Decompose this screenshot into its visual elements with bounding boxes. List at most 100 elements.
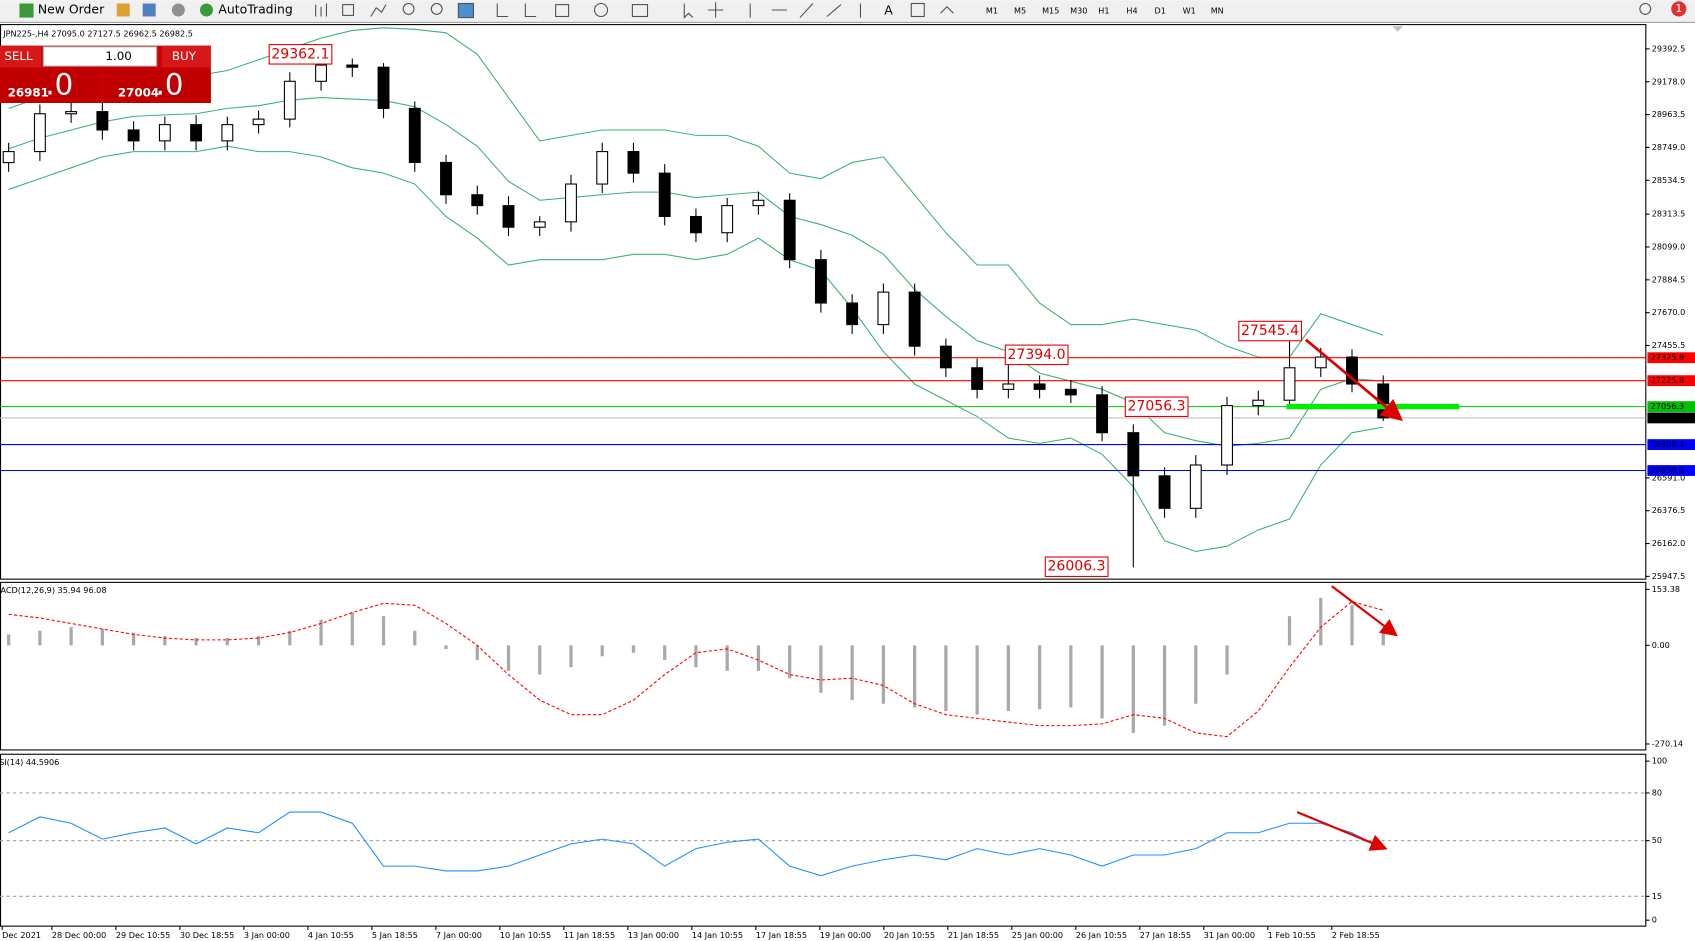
macd-histogram-bar — [631, 645, 636, 653]
macd-histogram-bar — [194, 638, 198, 646]
lot-input[interactable] — [42, 46, 158, 67]
macd-histogram-bar — [475, 645, 479, 660]
candle-body — [533, 221, 546, 228]
macd-histogram-bar — [350, 612, 354, 646]
toolbar-icon[interactable] — [142, 3, 156, 17]
search-icon[interactable] — [1639, 2, 1652, 15]
y-tick-label: 26376.5 — [1652, 505, 1685, 515]
annotation: 29362.1 — [271, 46, 329, 62]
sell-pips[interactable]: .0 — [45, 68, 73, 102]
period-icon[interactable] — [594, 2, 609, 18]
timeframe-button[interactable]: H4 — [1126, 6, 1137, 16]
macd-histogram-bar — [131, 632, 136, 646]
timeframe-button[interactable]: MN — [1211, 6, 1224, 16]
annotation: 27056.3 — [1127, 399, 1185, 415]
buy-pips[interactable]: .0 — [156, 68, 184, 102]
y-tick-label: 27884.5 — [1652, 274, 1685, 284]
line-tools-icon[interactable] — [749, 3, 814, 18]
annotation-box — [1044, 556, 1109, 577]
y-tick-label: 27670.0 — [1652, 307, 1685, 317]
auto-trading-button[interactable]: AutoTrading — [218, 1, 292, 16]
x-tick-label: 31 Jan 00:00 — [1204, 930, 1255, 940]
timeframe-button[interactable]: H1 — [1098, 6, 1109, 16]
timeframe-button[interactable]: M30 — [1070, 6, 1087, 16]
toolbar-icon[interactable] — [116, 3, 130, 17]
timeframe-button[interactable]: D1 — [1155, 6, 1166, 16]
zoom-out-icon[interactable] — [430, 2, 443, 15]
buy-button[interactable] — [162, 45, 211, 68]
timeframe-button[interactable]: M5 — [1014, 6, 1026, 16]
candle-body — [721, 205, 734, 234]
sell-price[interactable]: 26981 — [8, 86, 49, 100]
candle-body — [971, 367, 984, 390]
buy-price-box[interactable] — [103, 69, 211, 103]
text-tool[interactable]: A — [884, 3, 893, 18]
notification-count[interactable]: 1 — [1675, 2, 1682, 15]
sell-price-box[interactable] — [0, 69, 101, 103]
x-tick-label: 5 Jan 18:55 — [372, 930, 418, 940]
label-icon[interactable] — [910, 2, 925, 18]
fib-icon[interactable] — [826, 3, 862, 18]
x-tick-label: 3 Jan 00:00 — [244, 930, 290, 940]
annotation: 27545.4 — [1241, 323, 1299, 339]
price-level-label: 27225.8 — [1651, 375, 1684, 385]
buy-label[interactable]: BUY — [172, 49, 197, 63]
template-icon[interactable] — [631, 4, 649, 18]
candle-body — [471, 194, 484, 207]
macd-histogram-bar — [444, 645, 448, 650]
crosshair-icon[interactable] — [708, 2, 724, 18]
y-tick-label: 28534.5 — [1652, 175, 1685, 185]
lot-value[interactable]: 1.00 — [105, 49, 131, 63]
one-click-trading: SELL 1.00 BUY 26981 .0 27004 .0 — [0, 45, 211, 103]
x-tick-label: 4 Jan 10:55 — [308, 930, 354, 940]
sell-button[interactable] — [0, 45, 42, 68]
macd-histogram-bar — [1350, 605, 1354, 646]
macd-histogram-bar — [663, 645, 667, 660]
candle-icon[interactable] — [342, 4, 355, 16]
trend-arrow — [1331, 585, 1398, 637]
indicator-icon[interactable] — [555, 4, 570, 18]
price-level-tag — [1647, 412, 1695, 424]
tile-icon[interactable] — [457, 2, 475, 19]
auto-trading-icon[interactable] — [199, 3, 213, 17]
new-order-icon[interactable] — [19, 3, 34, 18]
y-tick-label: 26162.0 — [1652, 538, 1685, 548]
macd-histogram-bar — [600, 645, 604, 657]
macd-histogram-bar — [1194, 645, 1198, 704]
bar-chart-icon[interactable] — [315, 3, 328, 17]
notification-badge[interactable] — [1671, 1, 1687, 17]
rsi-line — [8, 811, 1384, 877]
price-level-tag — [1647, 352, 1695, 364]
toolbar-icon[interactable] — [171, 3, 185, 17]
price-level-label: 27375.8 — [1651, 352, 1684, 362]
candle-body — [596, 151, 609, 185]
price-level-tag — [1647, 375, 1695, 387]
zoom-in-icon[interactable] — [402, 2, 415, 15]
y-tick-label: 28099.0 — [1652, 241, 1685, 251]
buy-price[interactable]: 27004 — [118, 86, 159, 100]
price-level-label: 26982.5 — [1651, 412, 1684, 422]
x-tick-label: 11 Jan 18:55 — [564, 930, 615, 940]
macd-histogram-bar — [1287, 616, 1292, 646]
candle-body — [315, 64, 328, 82]
line-icon[interactable] — [370, 4, 387, 17]
candle-body — [1189, 464, 1202, 509]
scroll-icon[interactable] — [496, 3, 537, 18]
candle-body — [127, 129, 140, 142]
cursor-icon[interactable] — [683, 3, 694, 19]
timeframe-button[interactable]: W1 — [1183, 6, 1196, 16]
macd-signal-line — [8, 600, 1384, 738]
new-order-button[interactable]: New Order — [38, 1, 105, 16]
candle-body — [283, 80, 296, 120]
candle-body — [783, 199, 796, 261]
y-tick-label: 28749.0 — [1652, 142, 1685, 152]
timeframe-button[interactable]: M1 — [986, 6, 998, 16]
macd-histogram-bar — [819, 645, 823, 693]
x-tick-label: 26 Jan 10:55 — [1076, 930, 1127, 940]
y-tick-label: 28963.5 — [1652, 109, 1685, 119]
timeframe-button[interactable]: M15 — [1042, 6, 1059, 16]
macd-histogram-bar — [850, 645, 854, 701]
arrow-tool-icon[interactable] — [940, 5, 954, 14]
sell-label[interactable]: SELL — [4, 49, 33, 63]
y-tick-label: 28313.5 — [1652, 209, 1685, 219]
